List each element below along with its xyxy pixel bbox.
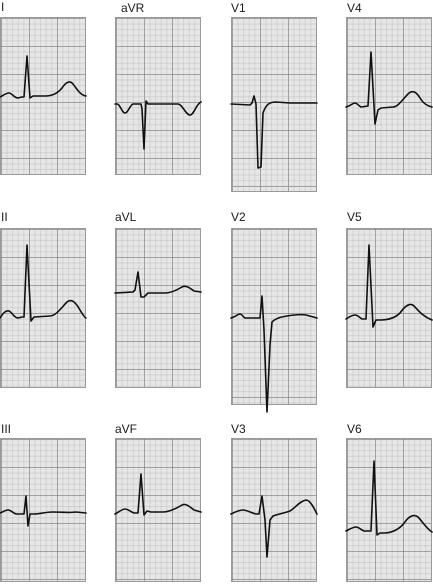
lead-label-V4: V4 [347, 1, 362, 15]
lead-label-III: III [1, 422, 12, 436]
lead-label-V6: V6 [347, 422, 362, 436]
lead-label-V5: V5 [347, 210, 362, 224]
ecg-panel-aVR [115, 17, 201, 175]
ecg-panel-I [0, 17, 86, 175]
ecg-panel-V3 [231, 438, 317, 582]
lead-label-aVL: aVL [115, 210, 137, 224]
ecg-panel-III [0, 438, 86, 582]
lead-label-V2: V2 [231, 210, 246, 224]
ecg-panel-V5 [346, 228, 432, 388]
ecg-panel-aVL [115, 228, 201, 388]
ecg-panel-II [0, 228, 86, 388]
ecg-panel-aVF [115, 438, 201, 582]
ecg-panel-V6 [346, 438, 432, 582]
ecg-panel-V2 [231, 228, 317, 405]
lead-label-V3: V3 [231, 422, 246, 436]
ecg-panel-V1 [231, 17, 317, 192]
lead-label-aVF: aVF [115, 422, 138, 436]
lead-label-V1: V1 [231, 1, 246, 15]
lead-label-I: I [1, 0, 5, 14]
lead-label-aVR: aVR [121, 1, 145, 15]
lead-label-II: II [1, 210, 8, 224]
ecg-panel-V4 [346, 17, 432, 175]
